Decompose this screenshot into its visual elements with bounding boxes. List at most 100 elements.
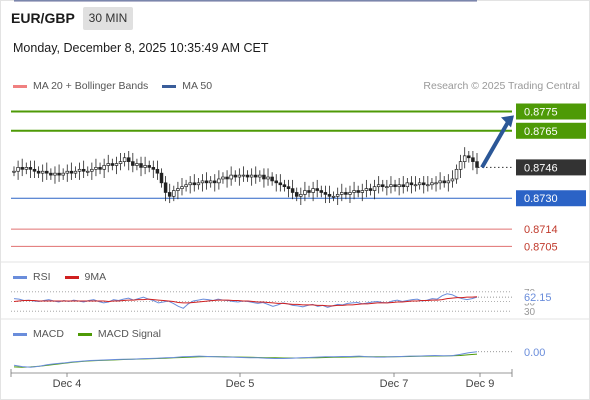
- candle-down: [110, 163, 115, 166]
- candle-up: [360, 190, 365, 193]
- candle-up: [372, 186, 377, 191]
- candle-up: [102, 165, 106, 170]
- candle-down: [421, 182, 426, 186]
- resistance-label: 0.8775: [524, 106, 558, 118]
- candle-down: [278, 182, 283, 186]
- candle-down: [45, 170, 49, 174]
- candle-down: [167, 192, 172, 197]
- candle-down: [204, 180, 209, 184]
- x-tick-label: Dec 4: [53, 378, 82, 390]
- pivot-badge: [516, 190, 586, 207]
- candle-down: [262, 174, 266, 180]
- timeframe-badge[interactable]: 30 MIN: [83, 7, 133, 30]
- candle-down: [69, 170, 74, 174]
- macd-legend: MACD MACD Signal: [13, 328, 161, 340]
- candle-up: [376, 184, 381, 188]
- x-tick-label: Dec 9: [466, 378, 495, 390]
- candle-up: [462, 155, 467, 162]
- candle-up: [266, 176, 270, 180]
- candle-down: [131, 161, 135, 166]
- forecast-arrow-head: [501, 115, 514, 128]
- candle-up: [172, 190, 176, 197]
- rsi-legend: RSI 9MA: [13, 271, 106, 283]
- candle-down: [323, 192, 328, 195]
- candle-down: [163, 182, 168, 193]
- candle-down: [315, 188, 319, 191]
- candle-down: [233, 174, 238, 178]
- candle-up: [135, 163, 139, 166]
- resistance-label: 0.8765: [524, 126, 558, 138]
- candle-up: [249, 174, 254, 178]
- candle-up: [389, 184, 393, 188]
- candle-down: [159, 172, 164, 184]
- rsi-ref-label: 30: [524, 307, 536, 318]
- candle-up: [12, 170, 16, 173]
- candle-up: [331, 195, 336, 198]
- candle-down: [28, 167, 33, 170]
- candle-up: [303, 190, 307, 195]
- candle-up: [196, 182, 201, 186]
- candle-down: [81, 168, 86, 172]
- candle-down: [274, 180, 278, 184]
- candle-down: [471, 157, 475, 162]
- candle-down: [475, 161, 479, 168]
- candle-up: [143, 165, 147, 168]
- candle-down: [327, 194, 332, 197]
- candle-up: [94, 167, 98, 170]
- candle-down: [36, 170, 41, 174]
- candle-down: [151, 167, 156, 170]
- current-price-label: 0.8746: [524, 162, 558, 174]
- macd-swatch: [13, 332, 27, 336]
- candle-up: [90, 168, 94, 172]
- candle-up: [16, 167, 20, 172]
- candle-up: [458, 161, 463, 170]
- candle-up: [434, 182, 438, 185]
- candle-down: [213, 180, 217, 184]
- candle-up: [413, 184, 418, 187]
- rsi-value-label: 62.15: [524, 292, 552, 304]
- support-label: 0.8714: [524, 224, 558, 236]
- candle-up: [114, 163, 119, 166]
- candle-up: [348, 192, 352, 195]
- candle-up: [221, 176, 225, 180]
- research-credit: Research © 2025 Trading Central: [423, 80, 580, 92]
- candle-up: [454, 168, 459, 180]
- candle-down: [126, 157, 131, 162]
- candle-up: [61, 172, 65, 176]
- candle-down: [344, 192, 348, 195]
- candle-up: [24, 167, 29, 170]
- candle-up: [241, 174, 246, 177]
- candle-down: [245, 174, 250, 178]
- candle-down: [368, 188, 373, 191]
- support-label: 0.8705: [524, 241, 558, 253]
- candle-down: [49, 172, 53, 176]
- macd-legend-label: MACD: [33, 328, 64, 340]
- candle-down: [57, 172, 61, 176]
- pivot-label: 0.8730: [524, 193, 558, 205]
- candle-down: [270, 176, 274, 182]
- candle-up: [299, 194, 303, 197]
- candle-up: [40, 170, 45, 174]
- datetime-label: Monday, December 8, 2025 10:35:49 AM CET: [13, 41, 269, 55]
- resistance-badge: [516, 122, 586, 139]
- candle-down: [155, 168, 160, 174]
- rsi-ma-line: [13, 296, 478, 307]
- candle-up: [430, 182, 434, 186]
- candle-up: [73, 170, 78, 174]
- candle-down: [442, 180, 446, 184]
- candle-up: [340, 192, 344, 195]
- macd-signal-legend-label: MACD Signal: [97, 328, 161, 340]
- candle-up: [397, 184, 401, 188]
- x-tick-label: Dec 5: [226, 378, 255, 390]
- candle-up: [258, 174, 262, 178]
- candle-down: [98, 167, 102, 170]
- resistance-badge: [516, 103, 586, 120]
- candle-down: [147, 165, 151, 168]
- candle-up: [77, 168, 82, 172]
- candle-down: [409, 182, 414, 186]
- candle-up: [446, 180, 451, 184]
- candle-up: [217, 178, 221, 184]
- candle-up: [417, 182, 422, 186]
- current-price-badge: [516, 159, 586, 176]
- macd-value-label: 0.00: [524, 347, 545, 359]
